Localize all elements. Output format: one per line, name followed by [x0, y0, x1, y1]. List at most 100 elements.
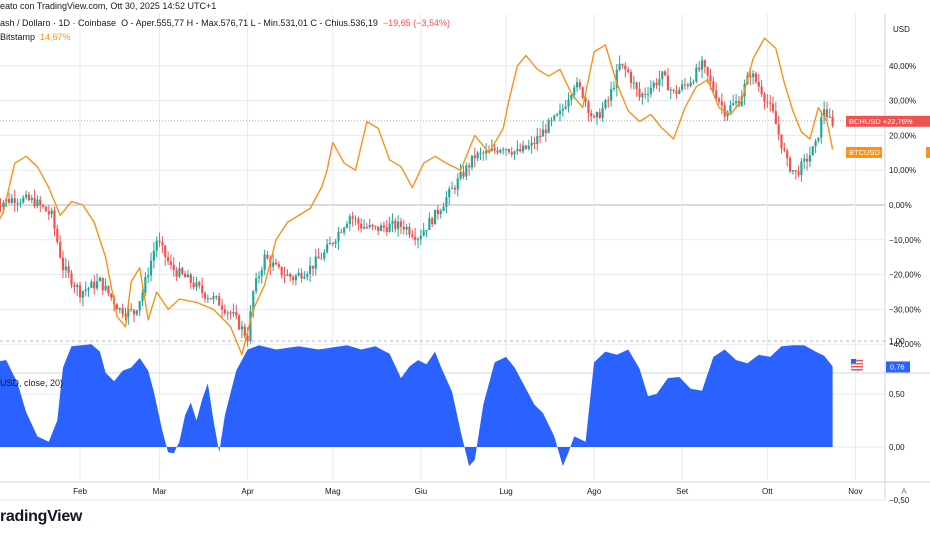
btc-axis-marker [926, 146, 930, 158]
x-tick-label: Mar [153, 487, 167, 496]
tradingview-logo[interactable]: radingView [0, 508, 82, 526]
x-tick-label: Apr [241, 487, 254, 496]
candle-body [550, 119, 553, 121]
candle-body [93, 281, 96, 289]
candle-body [226, 312, 229, 314]
candle-body [700, 60, 704, 70]
candle-body [223, 309, 226, 314]
auto-scale-button[interactable]: A [901, 487, 907, 496]
candle-body [274, 262, 278, 265]
indicator-tag-label: 0,76 [890, 362, 905, 371]
candle-body [252, 291, 255, 312]
candle-body [422, 230, 425, 236]
candle-body [831, 116, 834, 126]
candle-body [675, 90, 678, 94]
candle-body [317, 256, 320, 259]
currency-label: USD [893, 25, 910, 34]
candle-body [311, 265, 315, 269]
candle-body [161, 242, 164, 246]
candle-body [709, 75, 712, 82]
indicator-layer [0, 344, 833, 467]
candle-body [493, 148, 496, 151]
candle-body [104, 285, 107, 291]
candle-body [215, 296, 218, 298]
candle-body [496, 150, 499, 153]
candle-body [286, 274, 289, 276]
candle-body [655, 82, 658, 86]
y-tick-label: −30,00% [889, 305, 921, 314]
candle-body [689, 82, 692, 87]
candle-body [519, 149, 522, 152]
candle-body [823, 109, 826, 118]
candle-body [144, 277, 147, 293]
candle-body [635, 82, 638, 89]
candle-body [473, 155, 476, 159]
candle-body [541, 129, 545, 137]
candle-body [345, 223, 349, 228]
candle-body [706, 66, 709, 76]
candle-body [681, 84, 684, 90]
candle-body [257, 276, 261, 279]
compare-symbol[interactable]: Bitstamp [0, 32, 36, 42]
candle-body [240, 326, 244, 330]
candle-body [357, 218, 360, 224]
x-tick-label: Set [676, 487, 689, 496]
flag-canton [851, 359, 856, 363]
candle-body [536, 136, 539, 144]
candle-body [456, 178, 459, 190]
btcusd-line [0, 37, 834, 356]
candle-body [575, 82, 579, 88]
candle-body [130, 308, 133, 310]
candle-body [607, 100, 610, 102]
candle-body [16, 202, 19, 204]
candle-body [590, 113, 593, 117]
candle-body [308, 265, 312, 274]
x-tick-label: Ago [587, 487, 602, 496]
candle-body [510, 152, 513, 155]
header-line-1: eato con TradingView.com, Ott 30, 2025 1… [0, 1, 216, 11]
candle-body [698, 67, 701, 70]
symbol-title[interactable]: ash / Dollaro · 1D · Coinbase [0, 18, 117, 28]
candle-body [263, 254, 266, 271]
candle-body [800, 161, 803, 176]
candle-body [459, 171, 462, 179]
candle-body [450, 187, 454, 189]
candle-body [399, 221, 403, 227]
y-tick-label: 20,00% [889, 131, 916, 140]
candle-body [717, 98, 721, 102]
candle-body [661, 71, 664, 80]
candle-body [686, 84, 689, 87]
candle-body [530, 142, 533, 146]
candle-body [121, 308, 124, 315]
candle-body [22, 197, 25, 203]
candle-body [544, 129, 547, 133]
candle-body [391, 220, 394, 224]
candle-body [272, 262, 275, 267]
candle-body [10, 198, 13, 203]
candle-body [118, 308, 121, 310]
candle-body [50, 210, 53, 215]
indicator-legend[interactable]: USD, close, 20) 0,76 [0, 378, 86, 388]
candle-body [36, 199, 39, 207]
candle-body [783, 148, 786, 151]
indicator-value-tag [886, 361, 910, 373]
candle-body [788, 158, 792, 172]
candle-body [47, 211, 50, 215]
candle-body [334, 241, 337, 244]
candle-body [712, 81, 715, 91]
candle-body [828, 116, 831, 118]
candle-body [527, 145, 530, 149]
candle-body [683, 84, 687, 86]
candle-body [499, 150, 502, 153]
candle-body [797, 171, 800, 176]
candle-body [754, 73, 758, 82]
candle-body [411, 234, 414, 237]
candle-body [371, 224, 374, 227]
candle-body [158, 240, 161, 243]
candle-body [780, 134, 783, 149]
candle-body [820, 117, 823, 138]
candle-body [757, 81, 760, 87]
candle-body [448, 188, 451, 198]
candle-body [374, 226, 377, 228]
